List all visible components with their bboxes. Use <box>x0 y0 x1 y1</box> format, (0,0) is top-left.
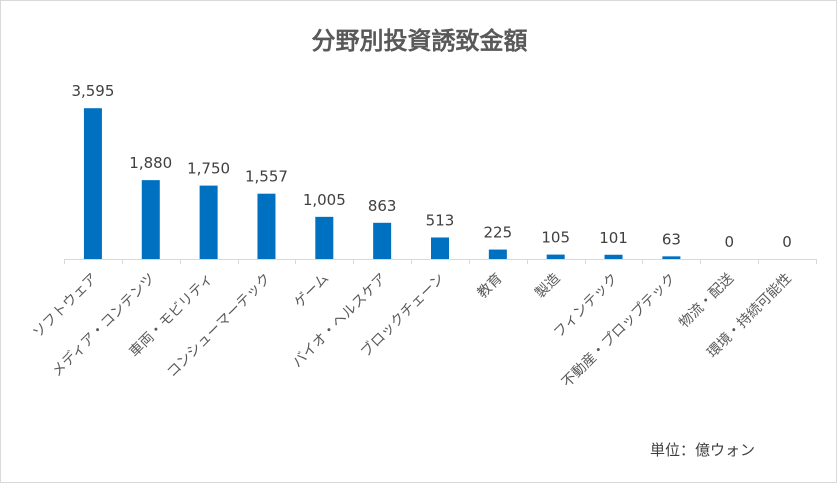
bar <box>488 249 507 259</box>
value-label: 3,595 <box>71 82 114 100</box>
category-label: 不動産・プロップテック <box>559 271 679 391</box>
bar <box>431 237 449 259</box>
bar <box>257 193 276 259</box>
bar <box>83 108 102 260</box>
bar <box>141 180 160 259</box>
value-label: 105 <box>541 229 570 247</box>
unit-note: 単位：億ウォン <box>650 441 756 459</box>
category-label: 製造 <box>532 271 563 302</box>
value-label: 0 <box>724 233 734 251</box>
value-label: 1,005 <box>303 191 346 209</box>
bar <box>662 256 681 259</box>
category-label: ゲーム <box>291 271 332 312</box>
value-label: 1,557 <box>245 168 288 186</box>
bar <box>604 254 623 259</box>
bar <box>199 185 218 259</box>
value-label: 513 <box>426 211 455 229</box>
category-label: メディア・コンテンツ <box>48 270 158 380</box>
value-label: 101 <box>599 229 628 247</box>
value-label: 225 <box>484 224 513 242</box>
value-label: 63 <box>662 230 681 248</box>
value-labels: 3,595 1,880 1,750 1,557 1,005 863 513 225 105 101… <box>71 82 791 251</box>
category-label: 教育 <box>475 271 506 302</box>
bar <box>315 216 334 259</box>
value-label: 1,880 <box>129 154 172 172</box>
category-label: 物流・配送 <box>676 271 737 332</box>
category-label: コンシューマーテック <box>164 271 274 381</box>
value-label: 1,750 <box>187 160 230 178</box>
bar <box>373 222 392 259</box>
chart-title: 分野別投資誘致金額 <box>311 27 528 55</box>
bar <box>546 254 565 259</box>
bars <box>83 108 681 260</box>
x-axis-ticks <box>64 259 817 264</box>
value-label: 863 <box>368 197 397 215</box>
value-label: 0 <box>782 233 792 251</box>
